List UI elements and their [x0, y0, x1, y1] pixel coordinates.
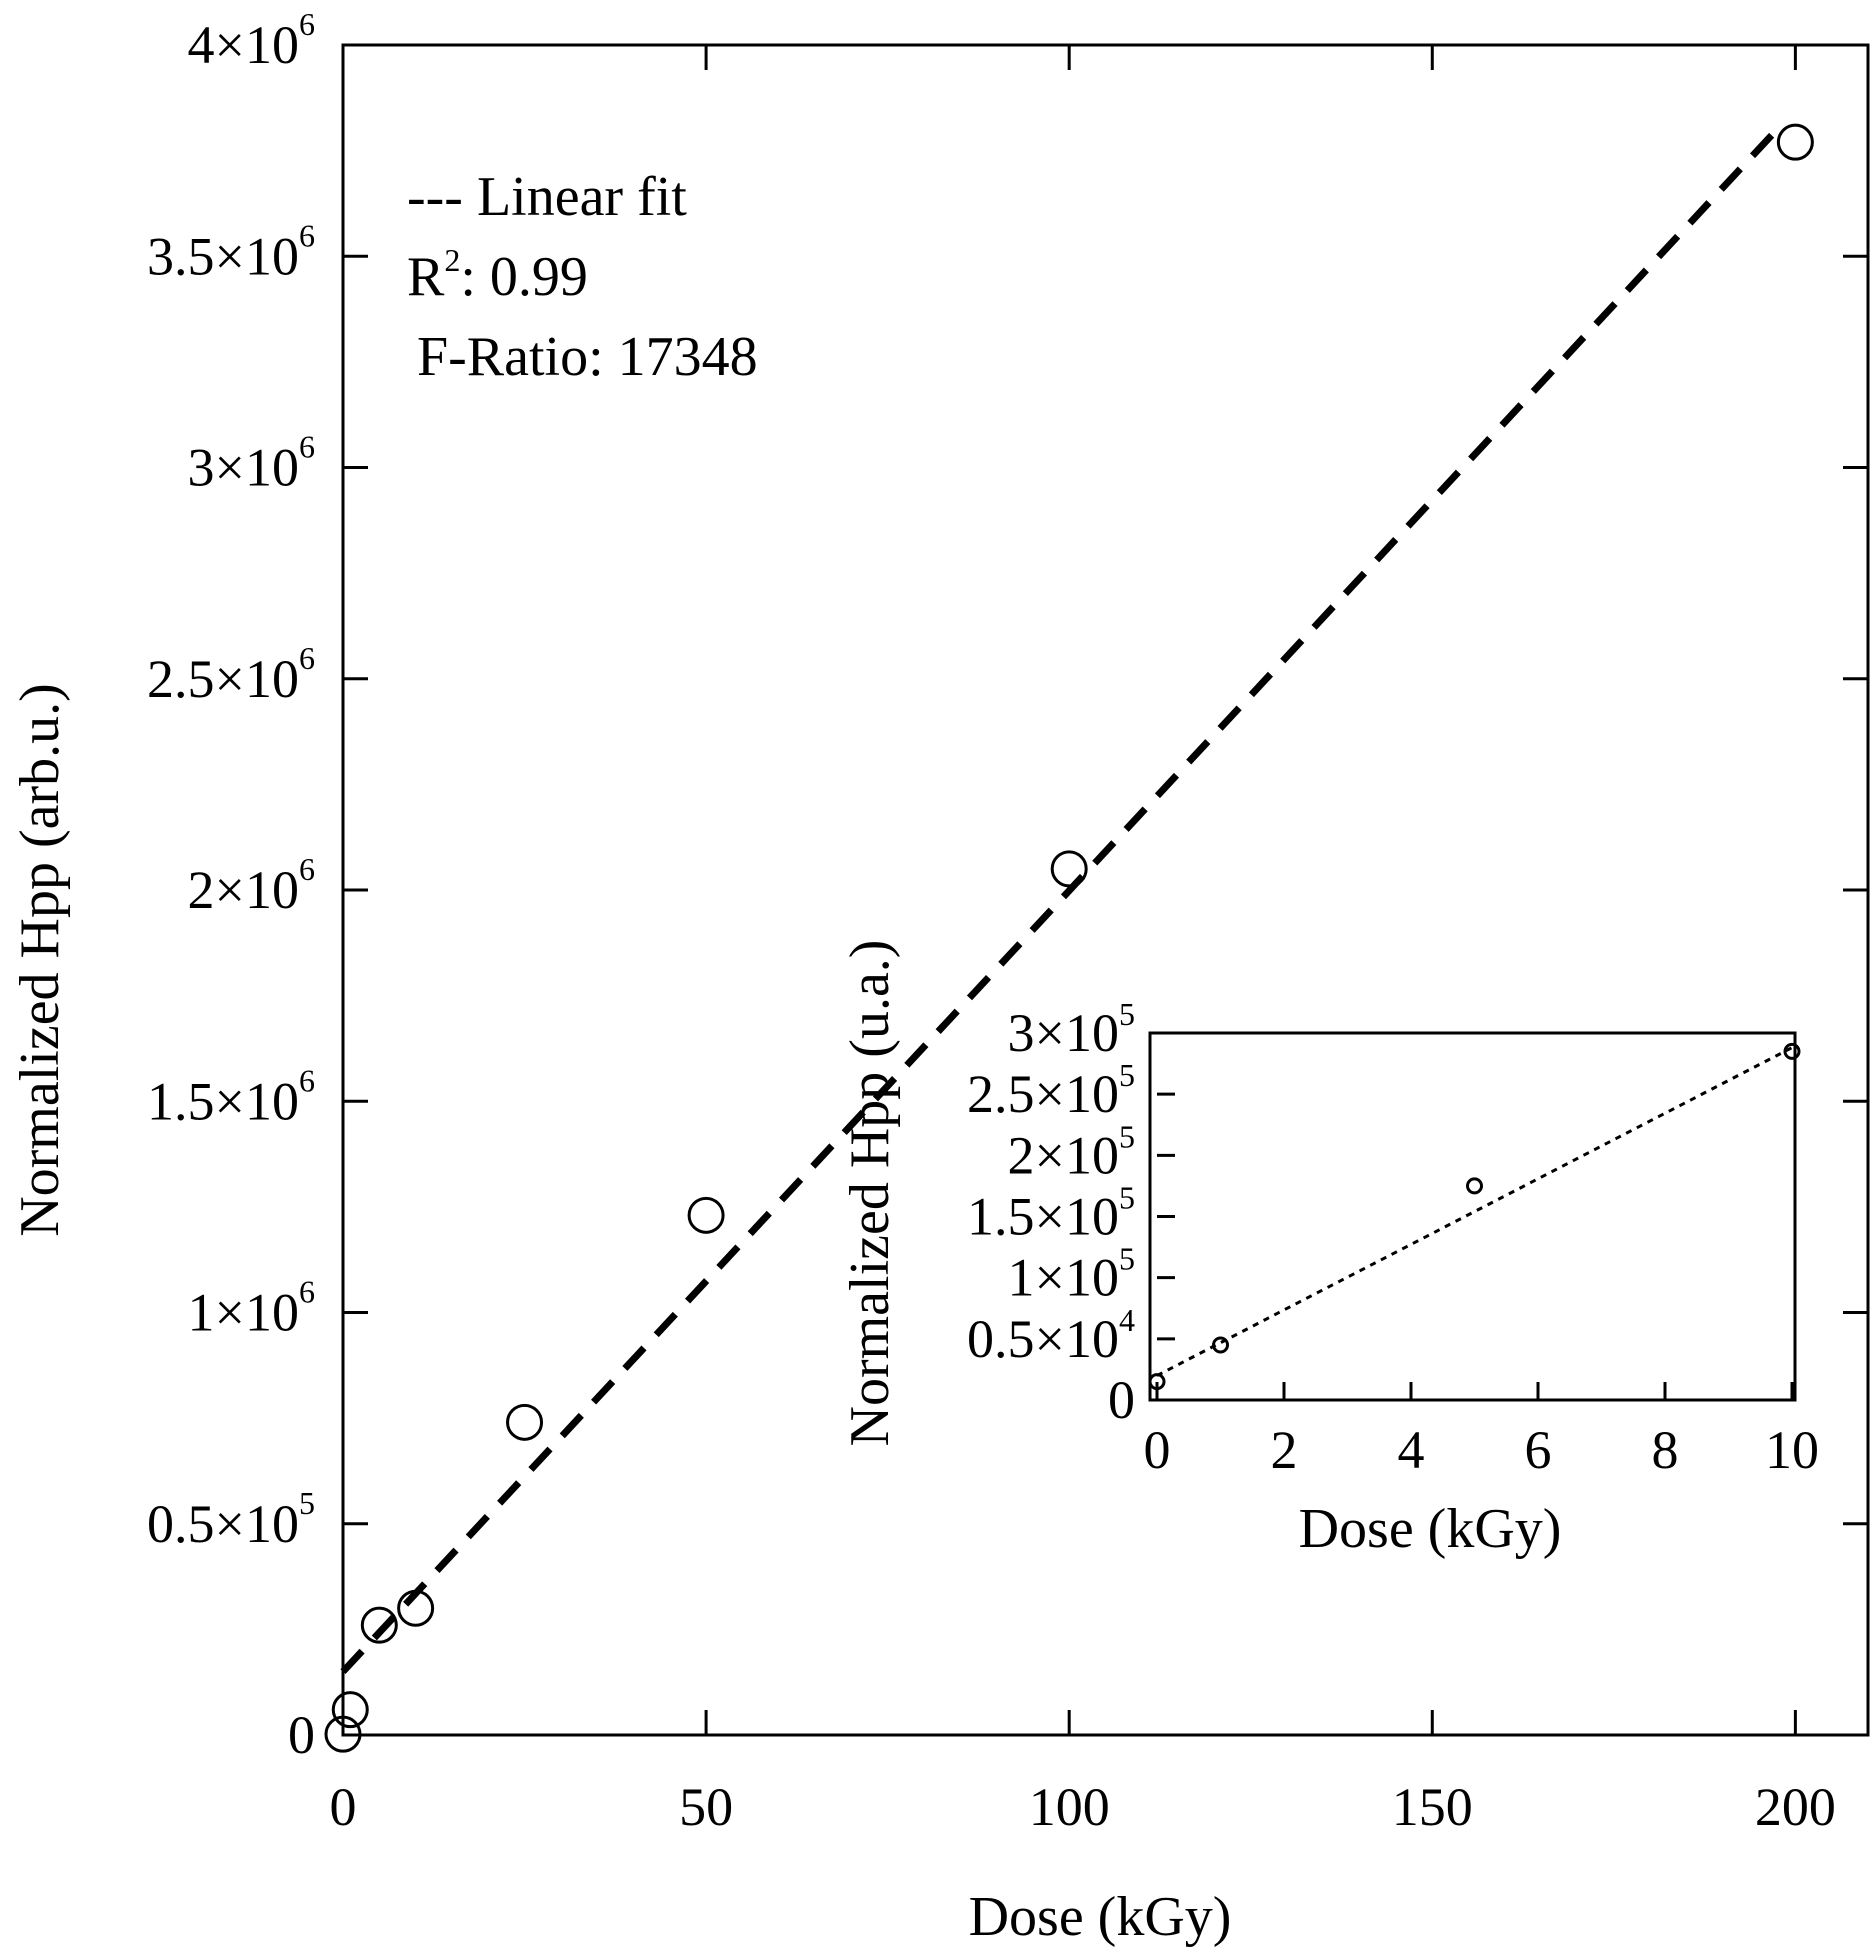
- inset-plot-frame: [1148, 1031, 1797, 1402]
- main-y-tick-label-8: 4×106: [188, 6, 315, 75]
- main-y-tick-label-6: 3×106: [188, 429, 315, 498]
- main-y-tick-label-5: 2.5×106: [147, 640, 315, 709]
- inset-x-tick-label-3: 6: [1525, 1420, 1552, 1480]
- main-x-tick-label-0: 0: [330, 1777, 357, 1837]
- main-data-point-1: [331, 1691, 369, 1729]
- inset-y-tick-label-4: 2×105: [1008, 1118, 1135, 1185]
- main-linear-fit-line: [340, 122, 1784, 1675]
- main-x-tick-label-1: 50: [679, 1777, 733, 1837]
- main-x-axis-title: Dose (kGy): [969, 1886, 1232, 1948]
- main-x-tick-label-2: 100: [1029, 1777, 1110, 1837]
- inset-x-tick-label-0: 0: [1144, 1420, 1171, 1480]
- inset-x-tick-label-1: 2: [1271, 1420, 1298, 1480]
- f-ratio-label: F-Ratio: 17348: [417, 326, 758, 388]
- inset-y-tick-label-2: 1×105: [1008, 1241, 1135, 1308]
- main-x-tick-label-3: 150: [1392, 1777, 1473, 1837]
- main-x-tick-label-4: 200: [1755, 1777, 1836, 1837]
- inset-axis-ticks: 0 2 4 6 8 10 00.5×1041×1051.5×1052×1052.5×1053…: [967, 996, 1819, 1480]
- main-data-point-3: [397, 1589, 435, 1627]
- fit-legend-label: --- Linear fit: [407, 166, 687, 228]
- main-data-point-2: [360, 1606, 398, 1644]
- inset-plot-marks: [1148, 1042, 1801, 1391]
- inset-y-tick-label-5: 2.5×105: [967, 1057, 1135, 1124]
- main-axis-ticks: 0 50 100 150 20000.5×1051×1061.5×1062×1062.5…: [147, 6, 1868, 1837]
- inset-x-tick-label-2: 4: [1398, 1420, 1425, 1480]
- inset-data-point-2: [1466, 1177, 1483, 1195]
- inset-data-point-0: [1148, 1373, 1166, 1391]
- main-data-point-6: [1050, 850, 1088, 888]
- inset-y-tick-label-1: 0.5×104: [967, 1302, 1135, 1369]
- main-data-point-7: [1776, 123, 1814, 161]
- r-squared-prefix: R: [407, 246, 445, 308]
- inset-data-point-1: [1212, 1336, 1229, 1354]
- main-y-tick-label-0: 0: [288, 1705, 315, 1765]
- main-y-tick-label-7: 3.5×106: [147, 217, 315, 286]
- inset-plot-background: [1150, 1033, 1795, 1400]
- main-y-axis-title: Normalized Hpp (arb.u.): [9, 683, 71, 1237]
- inset-y-axis-title: Normalized Hpp (u.a.): [839, 940, 901, 1447]
- main-data-point-5: [687, 1196, 725, 1234]
- main-y-tick-label-1: 0.5×105: [147, 1485, 315, 1554]
- main-data-point-0: [324, 1715, 362, 1753]
- inset-x-tick-label-4: 8: [1652, 1420, 1679, 1480]
- inset-y-tick-label-3: 1.5×105: [967, 1180, 1135, 1247]
- main-plot-marks: [324, 122, 1814, 1753]
- main-data-point-4: [506, 1403, 544, 1441]
- main-y-tick-label-4: 2×106: [188, 851, 315, 920]
- r-squared-label: R2: 0.99: [407, 242, 588, 308]
- inset-y-tick-label-0: 0: [1108, 1370, 1135, 1430]
- inset-y-tick-label-6: 3×105: [1008, 996, 1135, 1063]
- inset-data-point-3: [1783, 1042, 1801, 1060]
- inset-x-tick-label-5: 10: [1765, 1420, 1819, 1480]
- main-y-tick-label-3: 1.5×106: [147, 1062, 315, 1131]
- r-squared-superscript: 2: [444, 242, 460, 278]
- main-y-tick-label-2: 1×106: [188, 1274, 315, 1343]
- r-squared-value: : 0.99: [460, 246, 588, 308]
- inset-x-axis-title: Dose (kGy): [1299, 1498, 1562, 1560]
